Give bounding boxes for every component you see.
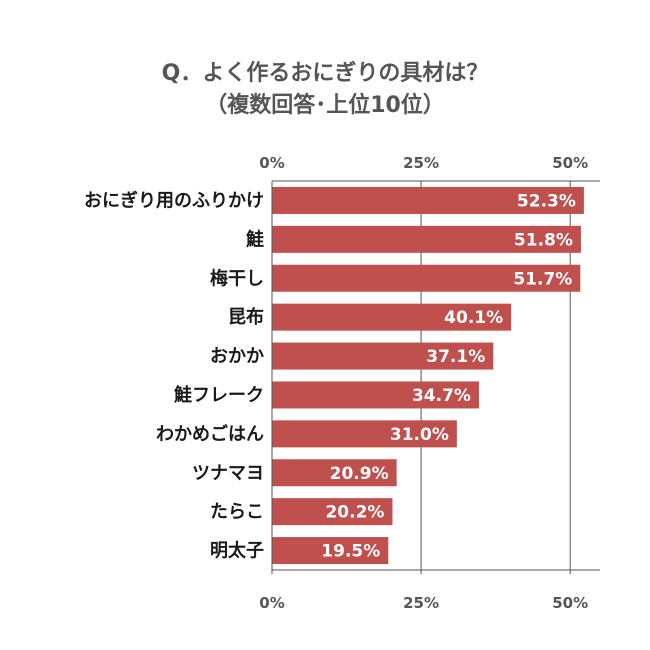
bar-5 (272, 342, 494, 370)
data-label-3: 51.7% (513, 269, 572, 289)
chart-title-line-1: Q．よく作るおにぎりの具材は？ (161, 61, 489, 86)
data-label-10: 19.5% (321, 542, 380, 562)
category-label-5: おかか (210, 346, 264, 367)
category-label-2: 鮭 (245, 228, 264, 250)
bar-4 (272, 303, 512, 331)
category-label-6: 鮭フレーク (173, 384, 264, 406)
data-label-7: 31.0% (390, 425, 449, 445)
bar-8 (272, 459, 397, 487)
chart-title: Q．よく作るおにぎりの具材は？ （複数回答･上位10位） (0, 58, 650, 122)
bar-1 (272, 186, 584, 214)
tick-label-top-0: 0% (259, 154, 284, 172)
bar-10 (272, 537, 389, 565)
category-label-4: 昆布 (228, 306, 264, 328)
tick-label-top-50: 50% (552, 154, 588, 172)
category-label-9: たらこ (210, 502, 264, 523)
category-label-10: 明太子 (210, 540, 264, 562)
data-label-9: 20.2% (325, 503, 384, 523)
data-label-1: 52.3% (517, 191, 576, 211)
bar-6 (272, 381, 479, 409)
data-label-2: 51.8% (514, 230, 573, 250)
category-label-3: 梅干し (210, 267, 264, 289)
bar-7 (272, 420, 457, 448)
data-label-8: 20.9% (330, 464, 389, 484)
category-label-1: おにぎり用のふりかけ (84, 189, 264, 211)
category-label-7: わかめごはん (156, 423, 264, 445)
data-label-4: 40.1% (444, 308, 503, 328)
tick-label-bottom-0: 0% (259, 594, 284, 612)
tick-label-top-25: 25% (403, 154, 439, 172)
bar-3 (272, 264, 581, 292)
data-label-6: 34.7% (412, 386, 471, 406)
tick-label-bottom-50: 50% (552, 594, 588, 612)
data-label-5: 37.1% (426, 347, 485, 367)
tick-label-bottom-25: 25% (403, 594, 439, 612)
bar-2 (272, 225, 581, 253)
bar-9 (272, 498, 393, 526)
chart-title-line-2: （複数回答･上位10位） (205, 93, 445, 118)
category-label-8: ツナマヨ (192, 463, 264, 484)
